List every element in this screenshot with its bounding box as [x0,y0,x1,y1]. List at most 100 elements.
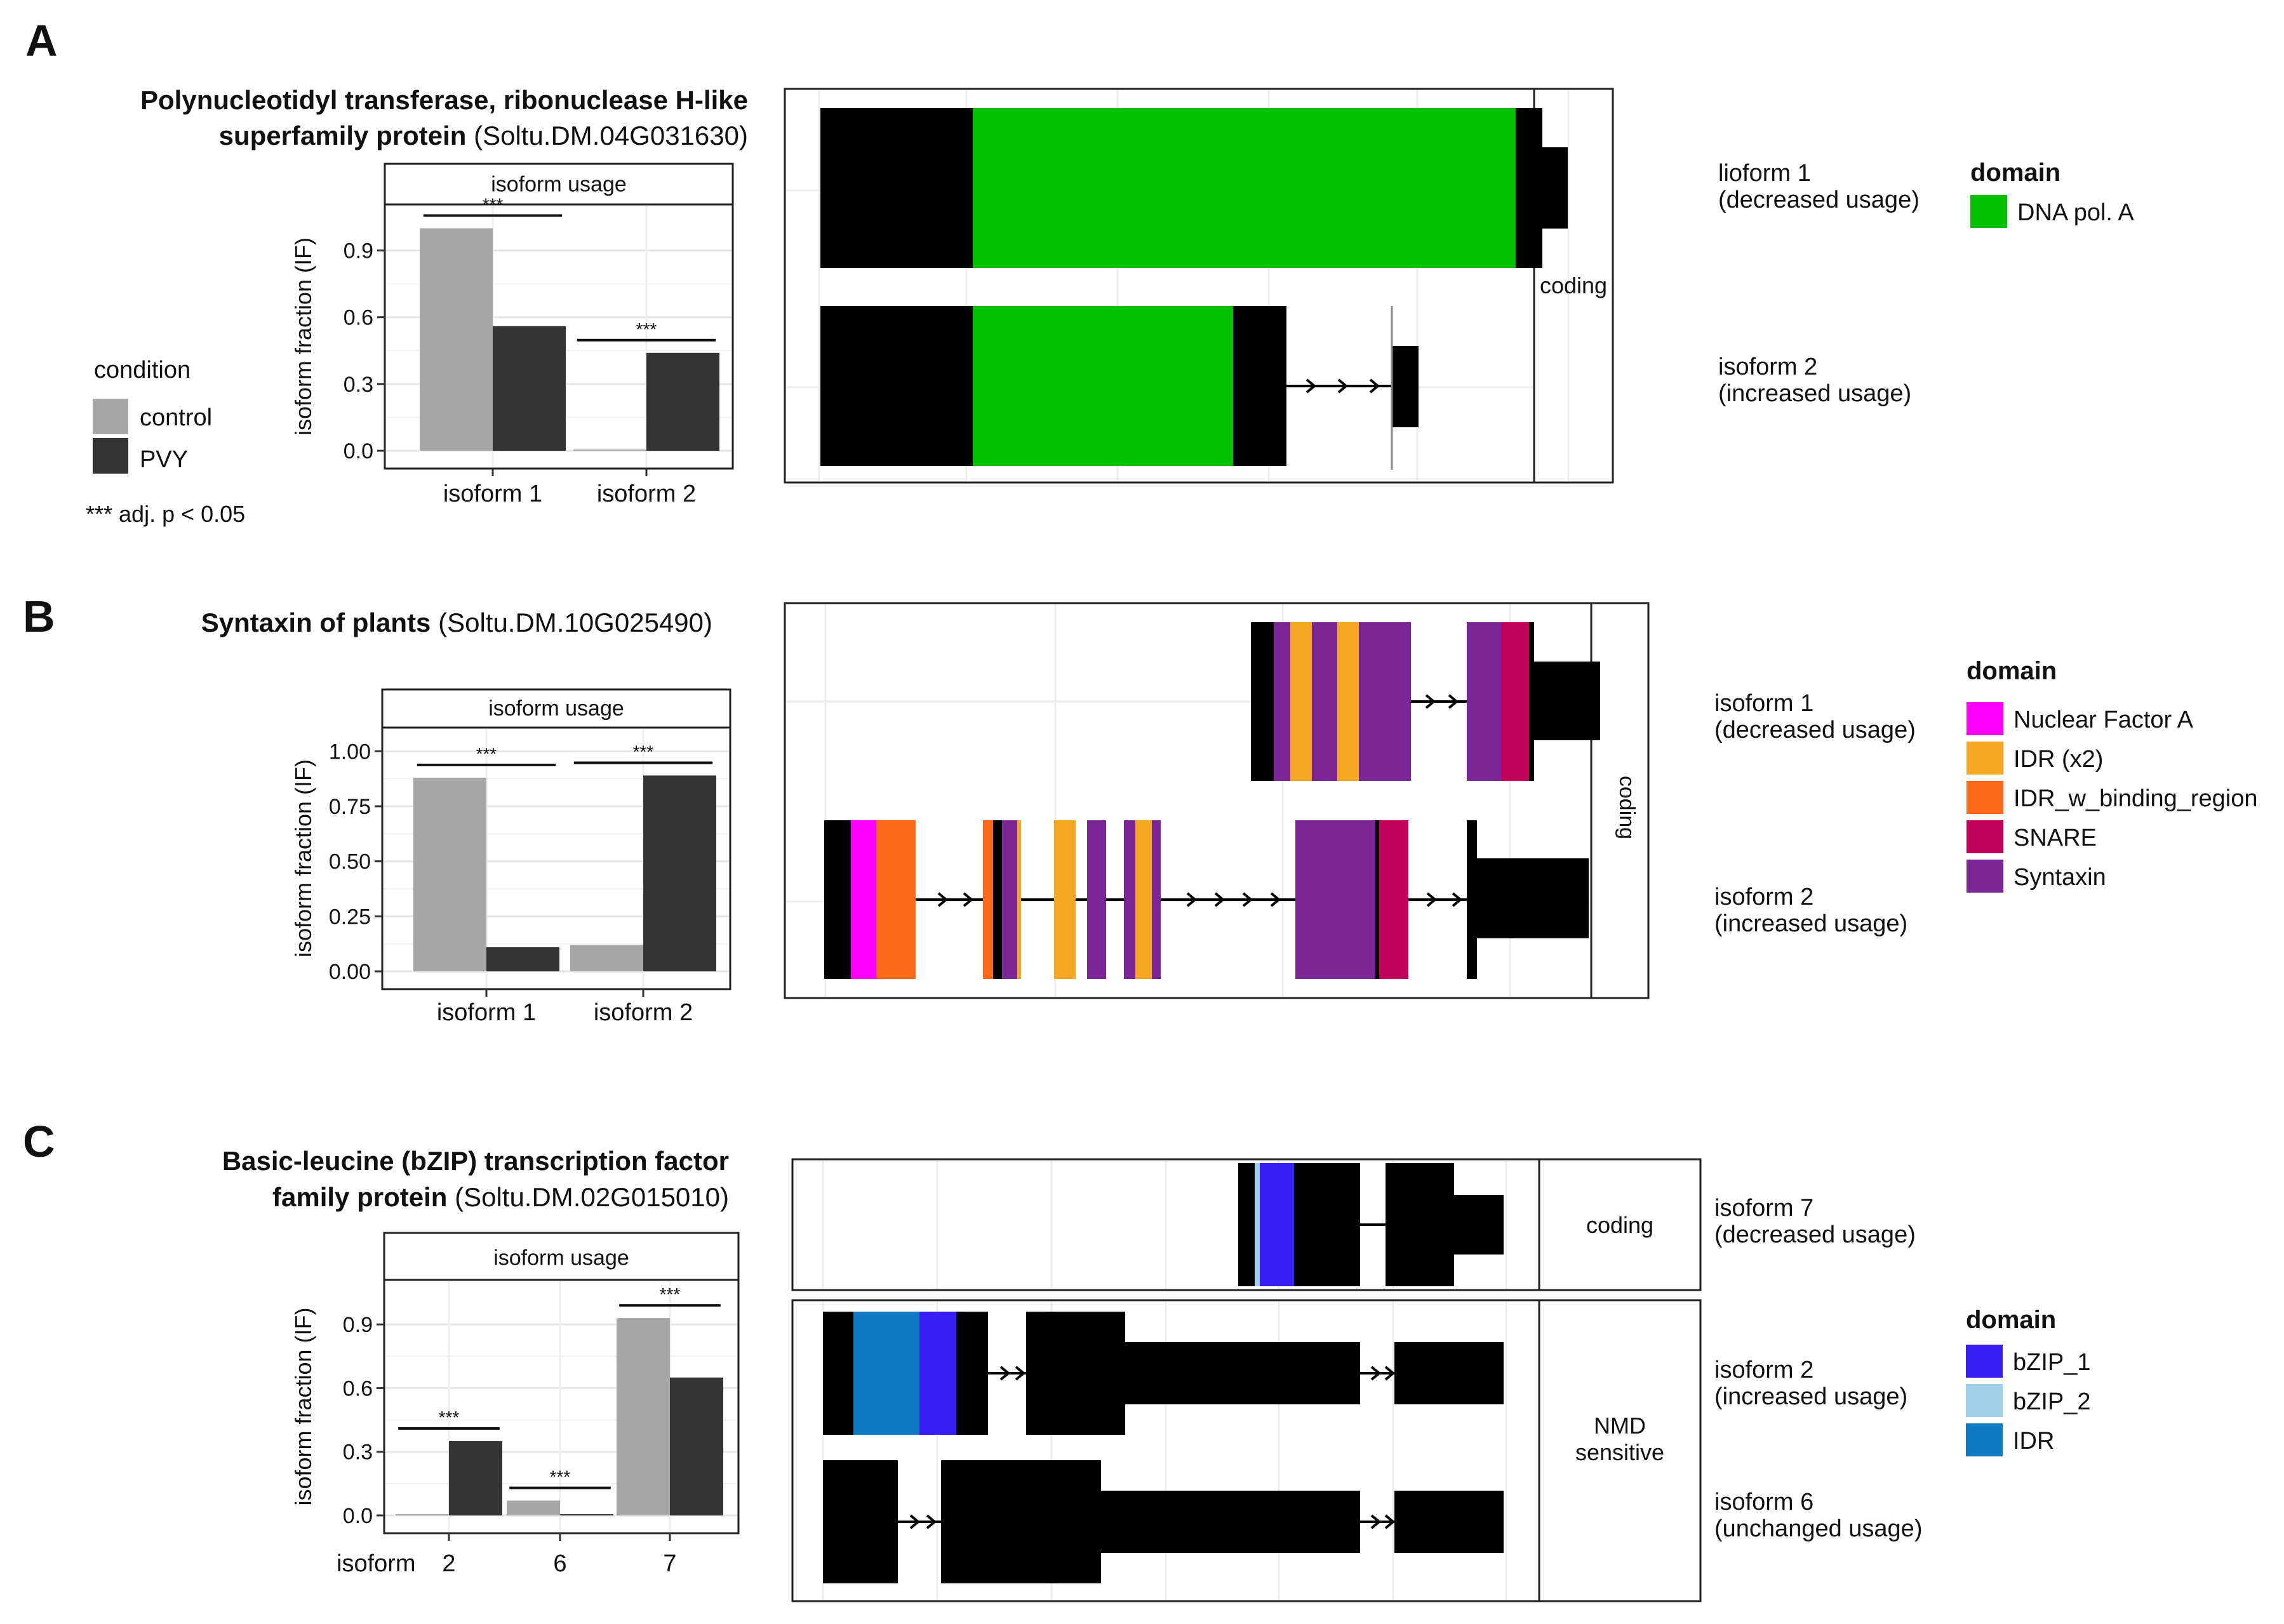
domain-syntaxin [1124,820,1135,979]
intron-direction-arrow [1242,892,1253,907]
exon [824,820,851,979]
y-tick-label: 0.9 [344,239,373,263]
intron-direction-arrow [1448,694,1459,709]
significance-note: *** adj. p < 0.05 [86,501,245,527]
y-tick-label: 0.3 [343,1441,373,1465]
y-tick-label: 0.6 [344,306,373,330]
exon [993,820,1002,979]
intron-direction-arrow [1370,1514,1382,1529]
domain-legend-label: IDR_w_binding_region [2014,785,2257,812]
domain-legend-label: Nuclear Factor A [2014,707,2194,733]
panel-b: isoform usage 0.00 0.25 0.50 0.75 1.00 *** isof… [23,592,2257,1026]
bar-pvy-1 [643,775,716,971]
domain-idr [853,1312,919,1435]
isoform-usage-note: (increased usage) [1714,910,1907,937]
domain-snare [1378,820,1408,979]
domain-legend-swatch [1967,820,2003,853]
significance-label: *** [483,195,504,215]
y-axis-label: isoform fraction (IF) [290,237,316,436]
y-tick-label: 0.0 [343,1504,373,1528]
intron-direction-arrow [1370,1366,1382,1381]
x-tick-label: isoform 1 [437,999,536,1026]
y-axis-label: isoform fraction (IF) [290,1307,316,1505]
domain-legend-label: SNARE [2014,825,2097,851]
y-tick-label: 0.25 [329,905,371,929]
intron-direction-arrow [1452,892,1463,907]
y-axis-label: isoform fraction (IF) [290,759,316,957]
domain-legend-label: IDR [2013,1428,2054,1454]
exon [823,1460,898,1583]
bar-control-0 [413,777,486,971]
domain-bzip-1 [1260,1163,1294,1286]
domain-syntaxin [1152,820,1161,979]
x-tick-label: 2 [442,1550,455,1577]
facet-label-coding: coding [1586,1212,1653,1238]
legend-title: condition [94,357,190,383]
bar-pvy-0 [486,947,559,971]
domain-legend-label: bZIP_1 [2013,1349,2091,1376]
intron-direction-arrow [1186,892,1198,907]
panel-c: isoform usage 0.0 0.3 0.6 0.9 *** 2 *** 6 *** 7 iso… [23,1117,2091,1602]
exon [1026,1312,1125,1435]
isoform-usage-note: (decreased usage) [1714,1221,1916,1248]
significance-label: *** [660,1284,681,1304]
panel-title: superfamily protein (Soltu.DM.04G031630) [219,121,748,150]
intron-direction-arrow [1384,1514,1396,1529]
exon [1386,1163,1454,1286]
intron-direction-arrow [1425,694,1436,709]
intron-direction-arrow [1015,1366,1026,1381]
exon [1529,622,1534,781]
domain-legend-swatch [1967,781,2003,814]
facet-strip-label: isoform usage [488,696,624,721]
domain-legend-title: domain [1966,1306,2056,1334]
domain-bzip-2 [1255,1163,1260,1286]
domain-idr [1337,622,1359,781]
isoform-usage-note: (increased usage) [1714,1383,1907,1410]
exon [1516,108,1542,268]
domain-legend-swatch [1966,1384,2003,1417]
y-tick-label: 0.3 [344,373,373,397]
isoform-label: isoform 2 [1718,354,1817,380]
domain-idr [1017,820,1021,979]
domain-legend-label: Syntaxin [2014,864,2106,891]
panel-title: Syntaxin of plants (Soltu.DM.10G025490) [201,608,712,637]
domain-snare [1501,622,1533,781]
intron-direction-arrow [926,1514,937,1529]
domain-idr [1135,820,1152,979]
domain-legend-label: bZIP_2 [2013,1388,2091,1415]
facet-strip-box [381,688,731,729]
domain-idr [1290,622,1312,781]
intron-direction-arrow [1270,892,1281,907]
significance-label: *** [439,1408,460,1427]
bar-control-0 [396,1514,449,1515]
panel-letter: A [25,16,58,65]
utr [1534,662,1600,740]
domain-dna-pol-a [973,306,1233,466]
intron-direction-arrow [1214,892,1225,907]
domain-nuclear-factor-a [851,820,876,979]
isoform-usage-note: (decreased usage) [1714,717,1916,743]
domain-legend-title: domain [1970,159,2060,187]
exon [1238,1163,1255,1286]
facet-label-coding: coding [1615,776,1639,839]
domain-legend-swatch [1970,195,2007,228]
exon [1394,1491,1504,1553]
domain-idr-w-binding-region [876,820,916,979]
legend-label-pvy: PVY [140,446,188,473]
intron-direction-arrow [963,892,974,907]
domain-legend-label: IDR (x2) [2014,746,2103,773]
exon [956,1312,988,1435]
y-tick-label: 0.9 [343,1313,373,1337]
exon [820,108,973,268]
significance-label: *** [550,1467,571,1487]
bar-control-1 [573,449,646,451]
domain-legend-title: domain [1967,657,2057,685]
y-tick-label: 0.75 [329,795,371,819]
intron-direction-arrow [1337,378,1349,394]
panel-title: family protein (Soltu.DM.02G015010) [272,1182,729,1212]
domain-syntaxin [1295,820,1378,979]
x-category-prefix: isoform [337,1550,416,1577]
exon [820,306,973,466]
bar-control-1 [507,1500,560,1515]
bar-pvy-1 [646,352,719,451]
